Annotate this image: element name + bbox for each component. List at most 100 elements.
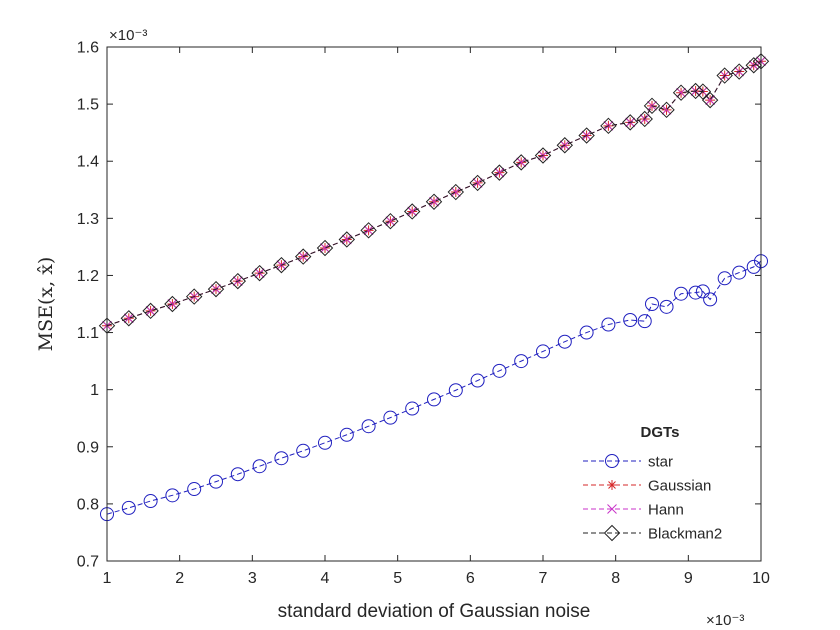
data-point-blackman2 (745, 57, 762, 74)
data-point-star (659, 299, 674, 314)
data-point-blackman2 (251, 264, 268, 282)
data-point-star (645, 297, 659, 311)
data-point-blackman2 (556, 137, 574, 154)
data-point-star (209, 474, 223, 489)
data-point-star (427, 392, 441, 407)
data-point-blackman2 (469, 174, 486, 192)
x-tick-label: 7 (539, 570, 548, 587)
data-point-blackman2 (658, 101, 675, 119)
data-point-star (623, 312, 638, 327)
data-point-star (637, 314, 652, 329)
y-tick-label: 0.8 (77, 496, 99, 513)
data-point-blackman2 (403, 203, 421, 220)
data-point-star (143, 494, 158, 509)
data-point-star (492, 363, 507, 378)
legend-label: Blackman2 (648, 526, 722, 543)
data-point-star (448, 383, 463, 398)
x-tick-label: 2 (175, 570, 184, 587)
data-point-star (717, 271, 732, 286)
y-tick-label: 1.2 (77, 268, 99, 285)
x-tick-label: 10 (752, 570, 770, 587)
data-point-blackman2 (447, 183, 465, 201)
data-point-star (383, 410, 398, 425)
data-point-blackman2 (600, 117, 617, 135)
data-point-star (318, 435, 332, 450)
legend: DGTs star Gaussian Hann Blackman2 (583, 424, 722, 543)
data-point-star (470, 373, 485, 388)
y-tick-label: 0.9 (77, 439, 99, 456)
data-point-blackman2 (672, 84, 690, 101)
data-point-hann (341, 234, 352, 245)
data-point-star (296, 443, 311, 458)
data-point-blackman2 (643, 97, 661, 115)
legend-entry-hann: Hann (583, 502, 684, 519)
data-point-blackman2 (229, 272, 247, 290)
y-tick-label: 1 (90, 382, 99, 399)
data-point-hann (450, 187, 461, 197)
legend-title: DGTs (641, 424, 680, 441)
legend-label: Hann (648, 502, 684, 519)
data-point-blackman2 (716, 67, 733, 84)
data-point-hann (494, 167, 505, 178)
data-point-blackman2 (120, 310, 138, 327)
data-point-star (536, 344, 550, 359)
data-point-blackman2 (687, 82, 704, 100)
data-point-star (601, 317, 616, 332)
legend-marker (603, 524, 621, 542)
data-point-star (746, 259, 761, 274)
data-point-blackman2 (294, 248, 312, 265)
x-tick-label: 5 (393, 570, 402, 587)
x-tick-label: 6 (466, 570, 475, 587)
data-point-hann (123, 313, 134, 324)
data-point-blackman2 (207, 280, 225, 298)
y-tick-label: 1.3 (77, 211, 99, 228)
series-star (100, 254, 768, 522)
data-point-hann (320, 243, 330, 253)
data-point-hann (385, 216, 396, 227)
series-blackman2 (98, 53, 770, 334)
data-point-hann (472, 178, 483, 188)
data-point-hann (516, 157, 527, 168)
y-tick-label: 1.5 (77, 97, 99, 114)
data-point-blackman2 (621, 114, 639, 131)
data-point-blackman2 (338, 231, 356, 248)
data-point-blackman2 (316, 239, 334, 257)
data-point-blackman2 (491, 164, 508, 181)
data-point-star (732, 265, 747, 280)
x-tick-label: 9 (684, 570, 693, 587)
data-point-blackman2 (382, 212, 399, 230)
plot-area-frame (106, 46, 762, 562)
data-point-star (252, 459, 267, 474)
y-axis-exponent: ×10⁻³ (109, 27, 147, 44)
x-tick-label: 1 (103, 570, 112, 587)
legend-entry-star: star (583, 454, 673, 471)
data-point-star (361, 419, 376, 434)
x-tick-label: 4 (321, 570, 330, 587)
y-axis-label: MSE(x, x̂) (35, 257, 57, 352)
data-point-star (165, 488, 180, 503)
data-point-blackman2 (512, 154, 530, 171)
x-axis: 1 2 3 4 5 6 7 8 9 10 (103, 47, 770, 587)
series-layer (98, 53, 770, 522)
legend-entries: star Gaussian Hann Blackman2 (583, 454, 722, 543)
x-tick-label: 3 (248, 570, 257, 587)
data-point-hann (363, 225, 374, 236)
data-point-blackman2 (578, 127, 595, 144)
data-point-star (230, 467, 245, 482)
data-point-blackman2 (360, 222, 377, 239)
data-point-star (557, 334, 572, 349)
x-axis-exponent: ×10⁻³ (706, 612, 744, 629)
legend-label: Gaussian (648, 478, 711, 495)
data-point-blackman2 (273, 256, 290, 274)
data-point-blackman2 (425, 193, 443, 210)
data-point-star (514, 354, 529, 369)
data-point-hann (145, 305, 156, 316)
legend-marker (607, 504, 617, 514)
data-point-star (187, 482, 202, 497)
legend-marker (605, 454, 619, 468)
data-point-blackman2 (701, 91, 719, 109)
y-tick-label: 0.7 (77, 554, 99, 571)
legend-marker (607, 480, 617, 490)
data-point-star (703, 292, 718, 307)
